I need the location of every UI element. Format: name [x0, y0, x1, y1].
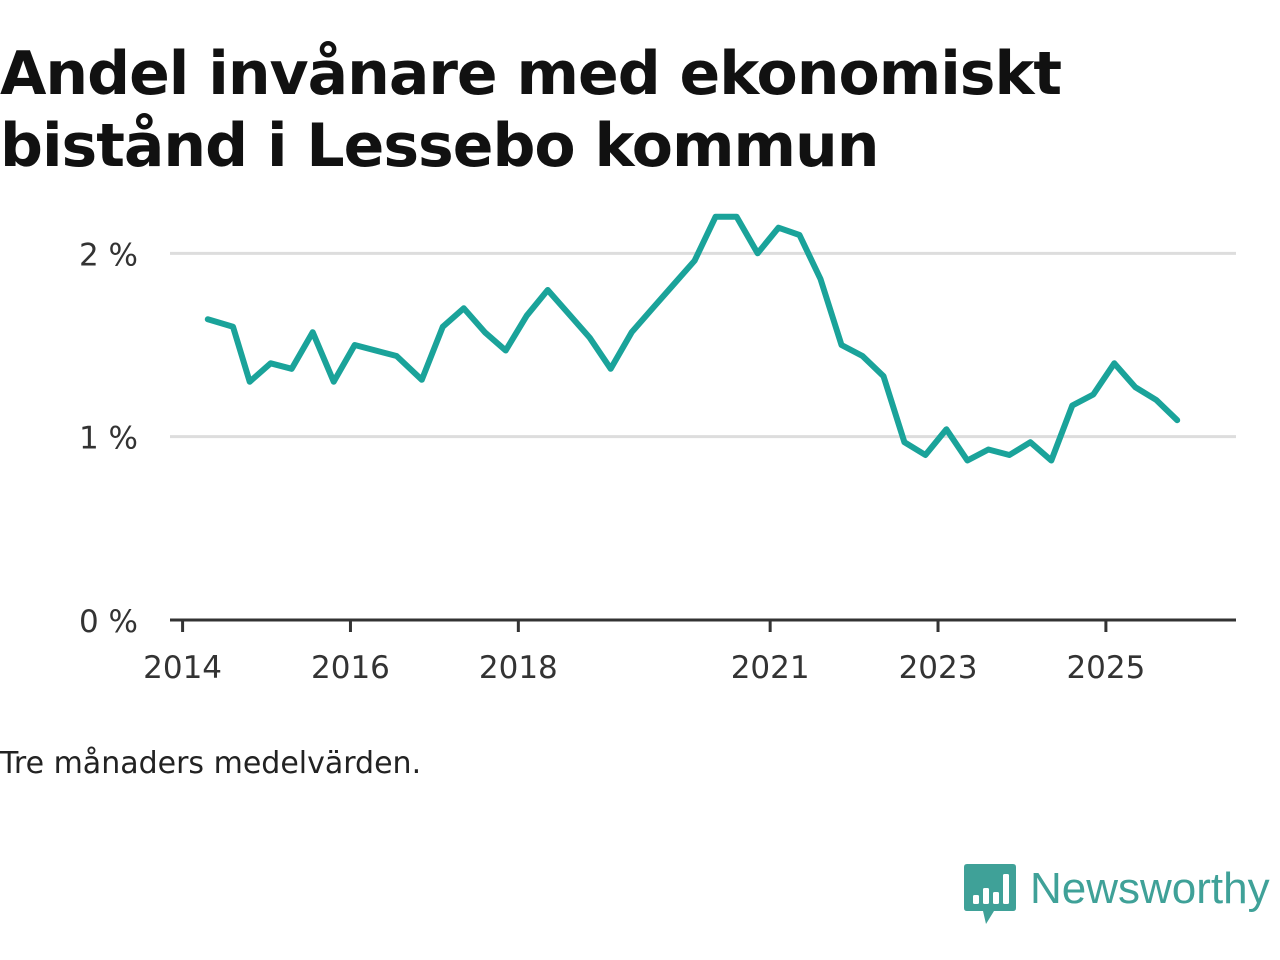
x-tick-label: 2016	[311, 650, 390, 686]
y-tick-label: 0 %	[79, 604, 138, 640]
y-axis-tick-labels: 0 % 1 % 2 %	[79, 237, 138, 640]
gridlines	[170, 251, 1236, 439]
chart-title-line-2: bistånd i Lessebo kommun	[0, 111, 880, 181]
brand-logo[interactable]: Newsworthy	[964, 864, 1270, 928]
x-tick-label: 2021	[731, 650, 810, 686]
x-tick-label: 2014	[143, 650, 222, 686]
x-tick-label: 2023	[899, 650, 978, 686]
series-layer	[204, 213, 1181, 464]
newsworthy-logo-icon	[964, 864, 1016, 924]
x-tick-label: 2025	[1066, 650, 1145, 686]
y-tick-label: 1 %	[79, 421, 138, 457]
y-tick-label: 2 %	[79, 237, 138, 273]
brand-name: Newsworthy	[1030, 864, 1270, 913]
line-chart: 0 % 1 % 2 % 2014 2016 2018 2021 2023 2025	[79, 213, 1236, 686]
series-line	[204, 213, 1181, 464]
x-tick-label: 2018	[479, 650, 558, 686]
x-axis-ticks: 2014 2016 2018 2021 2023 2025	[143, 620, 1145, 686]
chart-title: Andel invånare med ekonomiskt bistånd i …	[0, 38, 1240, 182]
chart-note: Tre månaders medelvärden.	[0, 746, 422, 781]
chart-title-line-1: Andel invånare med ekonomiskt	[0, 39, 1062, 109]
